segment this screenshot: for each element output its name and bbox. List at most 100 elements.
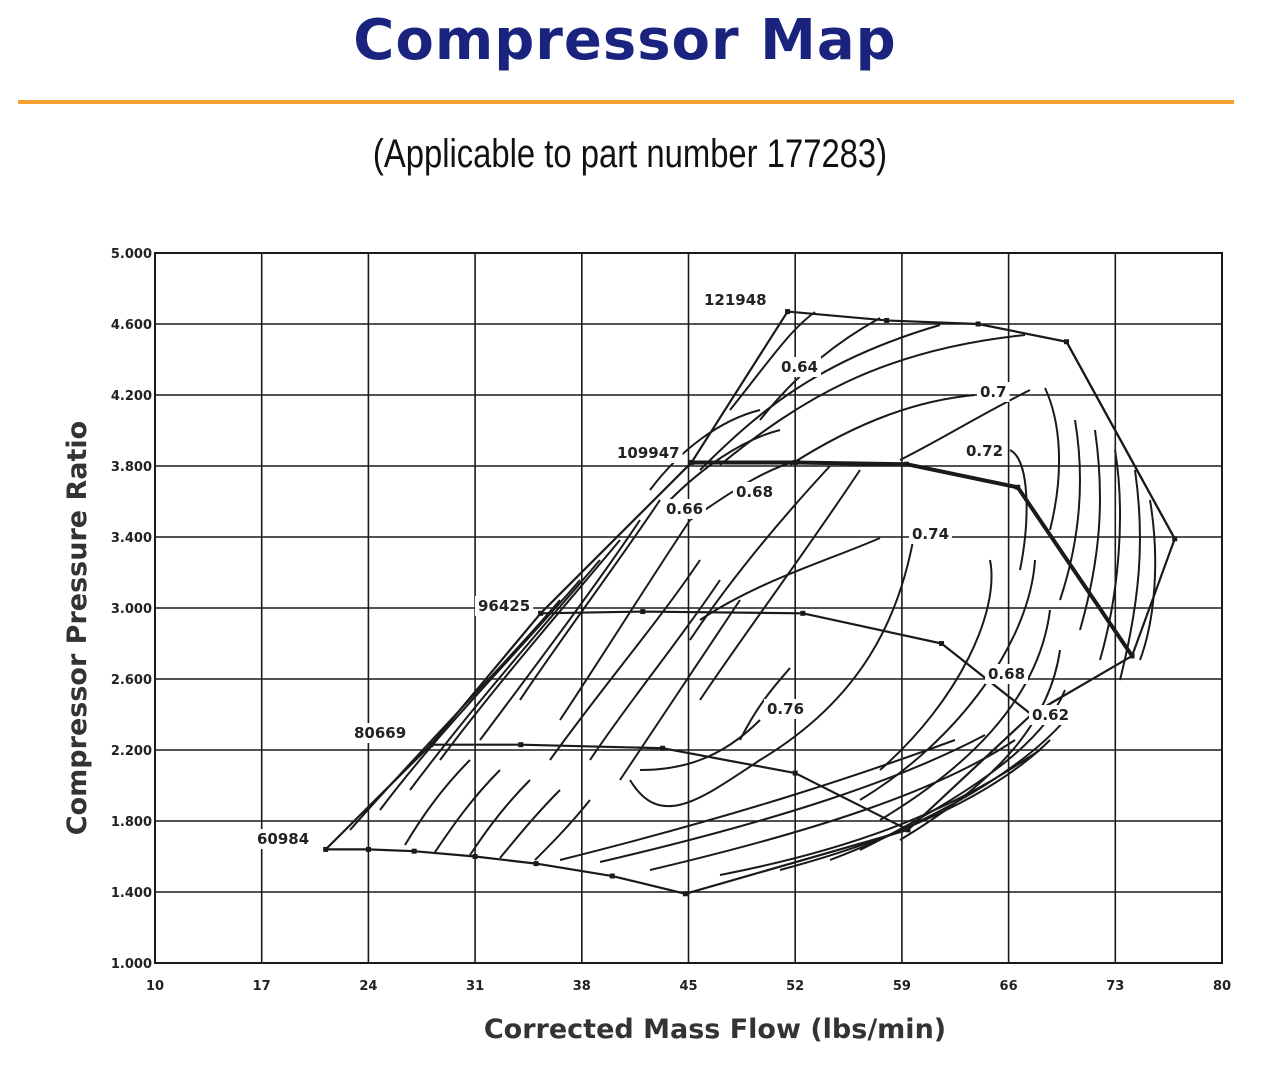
y-tick-label: 4.200 [111, 389, 152, 404]
x-axis-label: Corrected Mass Flow (lbs/min) [484, 1014, 946, 1045]
efficiency-contour [689, 465, 831, 641]
speed-line-point [800, 610, 806, 616]
x-tick-label: 17 [253, 979, 271, 994]
chart-grid [154, 252, 1223, 964]
speed-line-point [682, 891, 688, 897]
y-tick-label: 3.800 [111, 460, 152, 475]
speed-line-point [472, 854, 478, 859]
speed-line-point [792, 770, 798, 776]
eff-label-072: 0.72 [966, 442, 1003, 460]
speed-label-121948: 121948 [704, 291, 767, 309]
x-tick-label: 52 [786, 979, 804, 994]
speed-line-point [518, 742, 524, 748]
efficiency-contour [479, 519, 641, 741]
speed-line-point [689, 459, 695, 465]
speed-line-121948 [787, 310, 1176, 540]
efficiency-contour [1079, 429, 1101, 631]
efficiency-islands [349, 311, 1157, 876]
label-background [909, 524, 953, 544]
eff-label-064: 0.64 [781, 358, 818, 376]
speed-line-point [323, 846, 329, 852]
speed-label-109947: 109947 [617, 444, 680, 462]
speed-lines [323, 309, 1178, 897]
efficiency-contour [409, 559, 601, 791]
label-background [475, 596, 534, 616]
speed-line-point [1172, 536, 1178, 542]
speed-line-point [640, 609, 646, 615]
y-tick-label: 1.400 [111, 886, 152, 901]
speed-line-point [905, 827, 911, 833]
x-tick-label: 38 [573, 979, 591, 994]
efficiency-contour [699, 469, 861, 701]
efficiency-contour [589, 579, 721, 761]
efficiency-contour [669, 429, 781, 501]
chart-annotations: 121948 109947 96425 80669 60984 0.64 0.7… [62, 290, 1073, 1045]
speed-line-80669 [430, 743, 909, 831]
axis-ticks: 10 17 24 31 38 45 52 59 66 73 80 1.000 1.400 1.800 2.2… [111, 247, 1231, 994]
efficiency-contour [739, 667, 791, 741]
efficiency-contour [699, 537, 881, 621]
label-background [1029, 705, 1073, 725]
chart-subtitle: (Applicable to part number 177283) [372, 132, 888, 176]
eff-label-062: 0.62 [1032, 706, 1069, 724]
x-tick-label: 80 [1213, 979, 1231, 994]
efficiency-contour [649, 409, 761, 491]
speed-line-point [903, 461, 909, 467]
label-background [985, 664, 1029, 684]
efficiency-contour [534, 799, 591, 861]
speed-line-point [939, 641, 945, 646]
eff-label-068: 0.68 [736, 483, 773, 501]
speed-line-point [365, 846, 371, 852]
label-background [733, 482, 777, 502]
efficiency-contour [729, 311, 816, 411]
speed-line-point [533, 861, 539, 867]
efficiency-contour [559, 739, 956, 861]
efficiency-contour [549, 559, 701, 761]
efficiency-contour [1119, 469, 1141, 681]
efficiency-contour [379, 579, 581, 811]
chart-title: Compressor Map [353, 8, 897, 73]
efficiency-contour [899, 389, 1031, 461]
eff-label-068-right: 0.68 [988, 665, 1025, 683]
y-tick-label: 1.000 [111, 957, 152, 972]
speed-line-point [660, 745, 666, 751]
label-background [977, 382, 1010, 402]
x-tick-label: 59 [893, 979, 911, 994]
label-background [778, 357, 822, 377]
y-tick-label: 5.000 [111, 247, 152, 262]
eff-label-066: 0.66 [666, 500, 703, 518]
efficiency-contour [434, 769, 501, 853]
eff-label-07: 0.7 [980, 383, 1007, 401]
speed-line-point [884, 317, 890, 323]
efficiency-contour [699, 324, 941, 471]
speed-label-80669: 80669 [354, 724, 406, 742]
surge-line [324, 310, 789, 851]
x-tick-label: 24 [359, 979, 377, 994]
efficiency-contour [1099, 449, 1121, 661]
y-tick-label: 2.600 [111, 673, 152, 688]
y-tick-label: 1.800 [111, 815, 152, 830]
label-background [351, 723, 410, 743]
efficiency-contour [519, 499, 661, 701]
speed-line-point [785, 309, 791, 315]
label-background [963, 441, 1007, 461]
speed-label-60984: 60984 [257, 830, 309, 848]
x-tick-label: 73 [1106, 979, 1124, 994]
y-tick-label: 3.400 [111, 531, 152, 546]
speed-line-point [538, 610, 544, 616]
efficiency-contour [599, 734, 986, 863]
efficiency-contour [879, 609, 1051, 821]
y-tick-label: 3.000 [111, 602, 152, 617]
efficiency-contour [1139, 499, 1157, 661]
x-tick-label: 31 [466, 979, 484, 994]
efficiency-contour [619, 599, 741, 781]
speed-line-point [792, 459, 798, 465]
efficiency-contour [469, 779, 531, 856]
speed-line-point [1064, 339, 1070, 345]
y-tick-label: 4.600 [111, 318, 152, 333]
label-background [614, 443, 683, 463]
x-tick-label: 45 [679, 979, 697, 994]
efficiency-contour [629, 529, 916, 808]
x-tick-label: 66 [1000, 979, 1018, 994]
